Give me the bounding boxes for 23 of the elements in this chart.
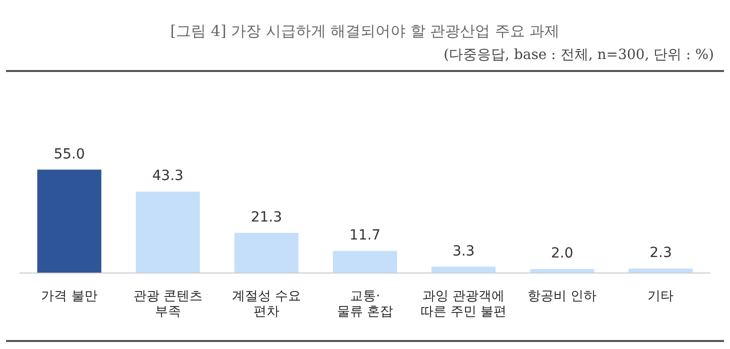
- x-tick-label: 기타: [648, 288, 674, 304]
- data-label: 21.3: [250, 209, 282, 226]
- data-label: 3.3: [452, 243, 475, 260]
- chart-subtitle: (다중응답, base : 전체, n=300, 단위 : %): [444, 46, 714, 64]
- data-label: 55.0: [54, 146, 85, 162]
- bar: [332, 250, 398, 273]
- x-tick-label: 관광 콘텐츠 부족: [133, 288, 202, 320]
- data-label: 2.0: [551, 246, 574, 262]
- bar: [628, 268, 693, 273]
- bar: [37, 170, 102, 273]
- bar: [432, 266, 496, 273]
- chart-title: [그림 4] 가장 시급하게 해결되어야 할 관광산업 주요 과제: [169, 22, 561, 41]
- x-tick-label: 과잉 관광객에 따른 주민 불편: [420, 288, 507, 320]
- data-label: 43.3: [152, 168, 184, 184]
- data-label: 11.7: [349, 227, 381, 244]
- bar: [136, 192, 200, 273]
- data-label: 2.3: [650, 245, 672, 262]
- x-tick-label: 항공비 인하: [528, 288, 597, 304]
- bar: [234, 232, 298, 273]
- x-tick-label: 가격 불만: [41, 288, 98, 304]
- x-tick-label: 계절성 수요 편차: [232, 288, 301, 320]
- bar: [530, 269, 594, 273]
- x-tick-label: 교통· 물류 혼잡: [336, 288, 394, 320]
